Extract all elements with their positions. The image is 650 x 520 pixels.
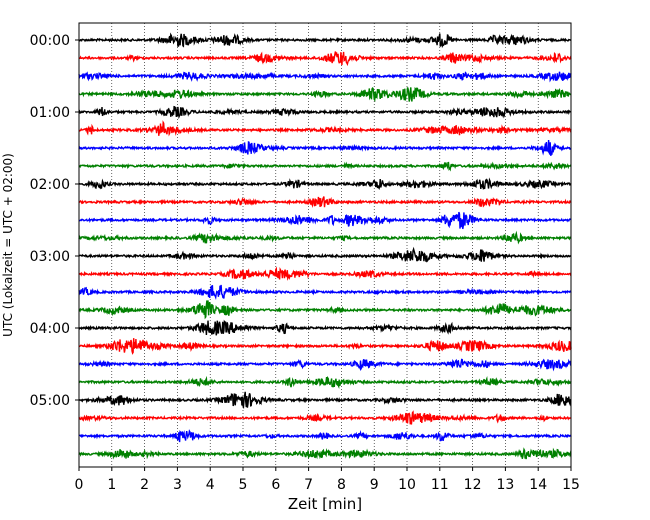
y-axis-ticks: 00:00 01:00 02:00 03:00 04:00 05:00 (30, 33, 79, 409)
trace-00:00 (78, 32, 571, 49)
trace-01:15 (78, 120, 572, 137)
trace-02:30 (78, 211, 572, 230)
x-tick-label: 7 (304, 477, 313, 493)
x-tick-label: 11 (431, 477, 449, 493)
x-tick-label: 9 (370, 477, 379, 493)
x-tick-label: 14 (529, 477, 547, 493)
x-tick-label: 8 (337, 477, 346, 493)
y-tick-label: 05:00 (30, 393, 70, 409)
y-tick-label: 00:00 (30, 33, 70, 49)
y-tick-label: 02:00 (30, 177, 70, 193)
x-tick-label: 0 (75, 477, 84, 493)
trace-05:00 (78, 391, 572, 410)
x-tick-label: 4 (206, 477, 215, 493)
x-tick-label: 6 (271, 477, 280, 493)
trace-00:15 (78, 51, 572, 67)
x-axis-label: Zeit [min] (288, 495, 362, 513)
trace-03:30 (78, 284, 572, 301)
trace-04:30 (78, 358, 572, 372)
trace-00:45 (78, 86, 572, 102)
trace-01:45 (78, 161, 572, 172)
x-tick-label: 3 (173, 477, 182, 493)
trace-04:00 (78, 319, 572, 336)
y-tick-label: 04:00 (30, 321, 70, 337)
trace-01:00 (78, 105, 572, 120)
trace-02:00 (79, 177, 572, 191)
trace-05:30 (78, 429, 572, 443)
x-tick-label: 15 (562, 477, 580, 493)
x-tick-label: 10 (398, 477, 416, 493)
trace-05:15 (78, 410, 572, 425)
trace-05:45 (78, 447, 572, 460)
y-tick-label: 01:00 (30, 105, 70, 121)
x-tick-label: 12 (464, 477, 482, 493)
trace-04:15 (78, 338, 572, 355)
trace-01:30 (78, 139, 572, 156)
trace-03:15 (78, 266, 572, 281)
trace-00:30 (78, 71, 572, 83)
y-tick-label: 03:00 (30, 249, 70, 265)
x-tick-label: 1 (107, 477, 116, 493)
trace-02:45 (78, 230, 572, 245)
plot-frame (78, 22, 572, 468)
trace-03:00 (78, 246, 572, 263)
trace-04:45 (78, 375, 572, 390)
x-tick-label: 2 (140, 477, 149, 493)
y-axis-label: UTC (Lokalzeit = UTC + 02:00) (1, 153, 15, 337)
minute-grid (111, 23, 539, 467)
x-tick-label: 13 (496, 477, 514, 493)
x-tick-label: 5 (239, 477, 248, 493)
trace-02:15 (78, 196, 572, 209)
trace-03:45 (78, 300, 572, 320)
x-axis-ticks: 0 1 2 3 4 5 6 7 8 9 10 11 12 13 14 15 (75, 467, 580, 493)
seismic-traces (78, 32, 572, 460)
